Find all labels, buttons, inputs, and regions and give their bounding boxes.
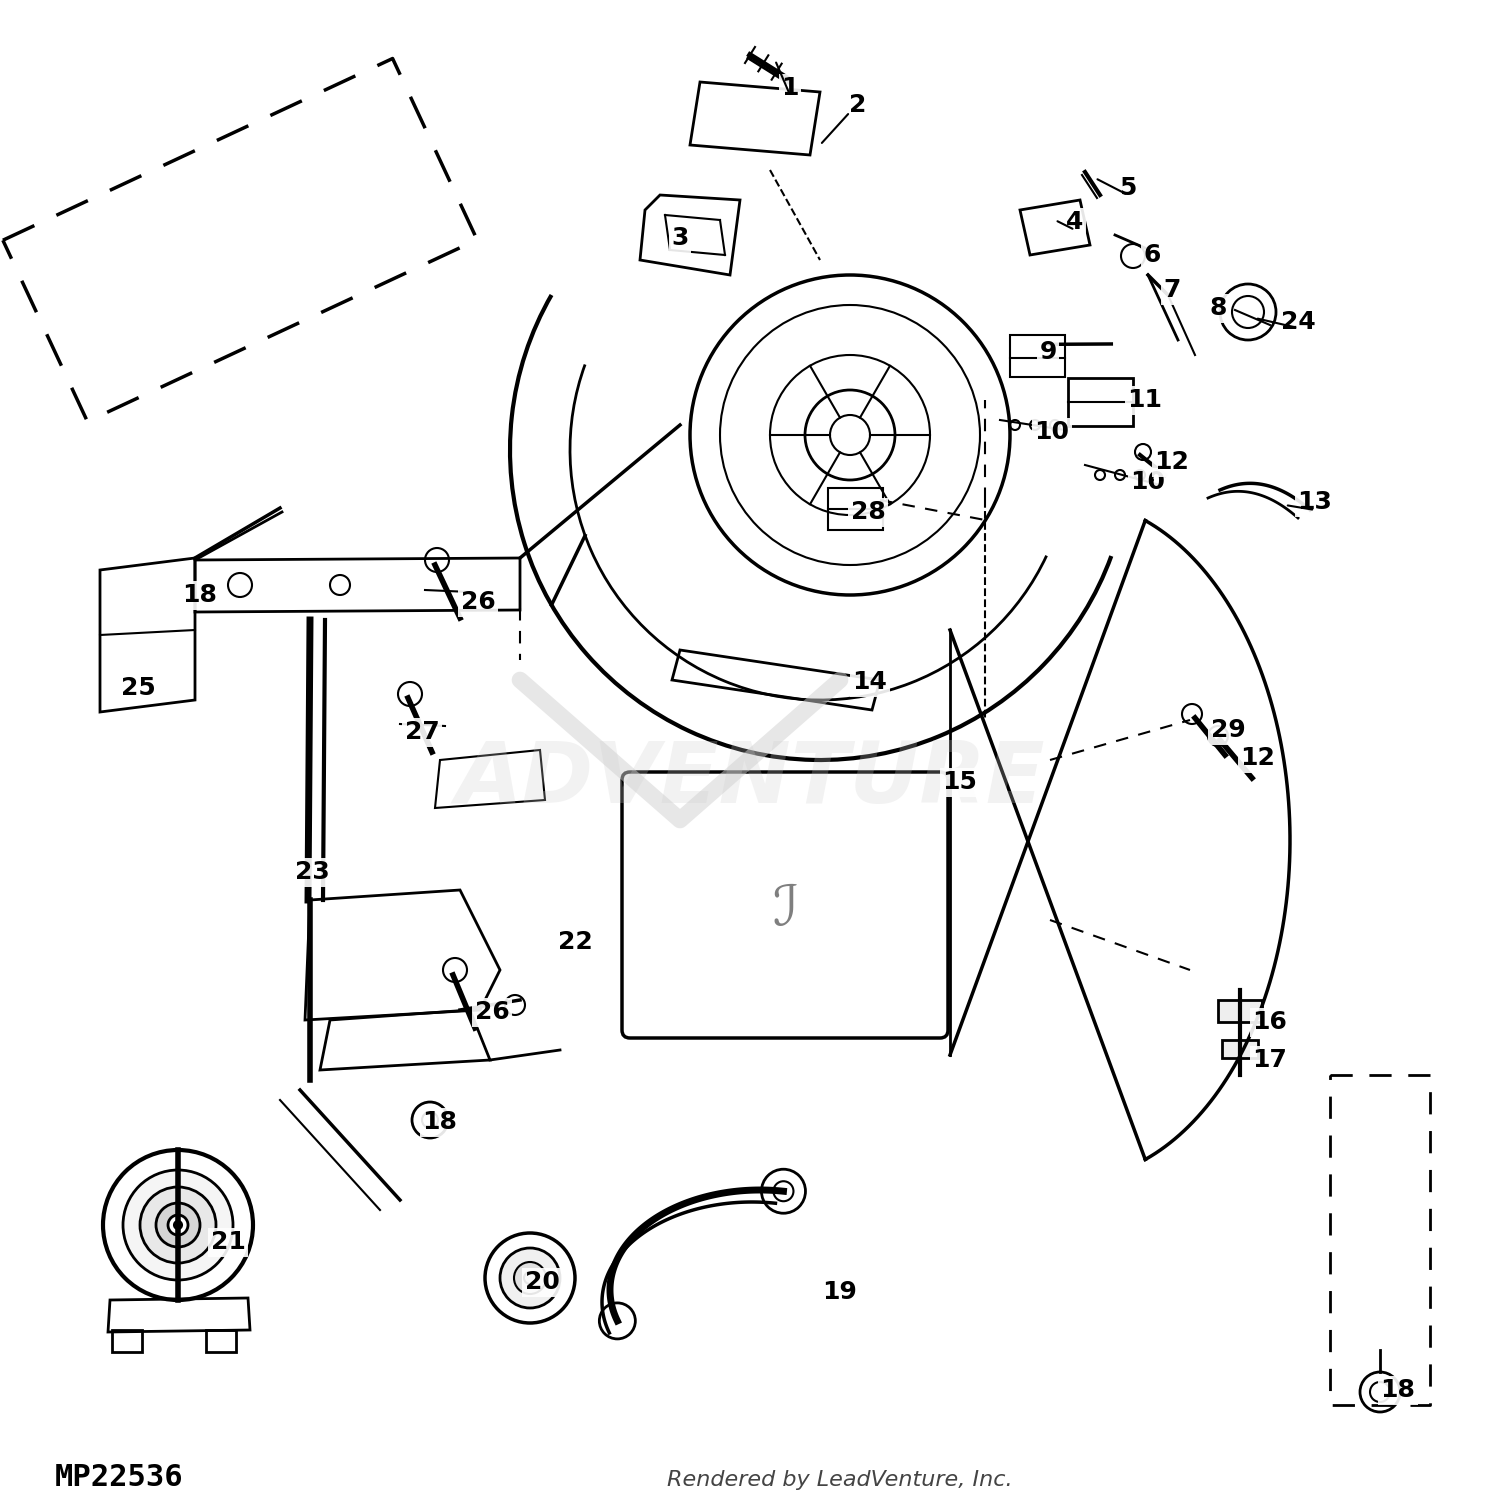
Circle shape [156, 1203, 200, 1246]
Text: 10: 10 [1131, 470, 1166, 494]
Text: 11: 11 [1128, 387, 1162, 411]
Text: 17: 17 [1252, 1047, 1287, 1071]
Text: 9: 9 [1040, 341, 1056, 365]
Text: 8: 8 [1209, 295, 1227, 319]
Bar [1218, 1001, 1261, 1022]
Text: 5: 5 [1119, 176, 1137, 200]
Bar [1222, 1040, 1258, 1058]
Text: MP22536: MP22536 [56, 1463, 183, 1492]
Text: 14: 14 [852, 671, 888, 695]
Text: 20: 20 [525, 1270, 560, 1295]
Circle shape [140, 1188, 216, 1263]
Text: 13: 13 [1298, 490, 1332, 514]
Text: 12: 12 [1155, 451, 1190, 475]
Bar [112, 1331, 142, 1352]
Text: Rendered by LeadVenture, Inc.: Rendered by LeadVenture, Inc. [668, 1469, 1012, 1490]
Text: 25: 25 [120, 677, 156, 699]
Text: 16: 16 [1252, 1010, 1287, 1034]
Text: 28: 28 [850, 500, 885, 524]
Text: 10: 10 [1035, 420, 1070, 445]
Text: 21: 21 [210, 1230, 246, 1254]
Text: 4: 4 [1066, 209, 1083, 234]
Bar [206, 1331, 236, 1352]
Circle shape [168, 1215, 188, 1236]
Text: 24: 24 [1281, 310, 1316, 335]
Text: 18: 18 [423, 1111, 458, 1133]
Text: 15: 15 [942, 770, 978, 794]
Text: 18: 18 [183, 583, 218, 607]
Text: ℐ: ℐ [772, 883, 798, 937]
Bar [1068, 378, 1132, 426]
Text: ADVENTURE: ADVENTURE [454, 738, 1046, 821]
Text: 6: 6 [1143, 243, 1161, 267]
Text: 12: 12 [1240, 746, 1275, 770]
Circle shape [524, 1272, 536, 1284]
FancyBboxPatch shape [622, 772, 948, 1038]
Text: 27: 27 [405, 720, 439, 744]
Text: 23: 23 [294, 860, 330, 885]
Bar [828, 488, 884, 530]
Text: 1: 1 [782, 75, 798, 99]
Circle shape [514, 1261, 546, 1295]
Circle shape [174, 1221, 182, 1230]
Text: 22: 22 [558, 930, 592, 954]
Text: 29: 29 [1210, 717, 1245, 741]
Text: 26: 26 [460, 591, 495, 613]
Text: 26: 26 [474, 1001, 510, 1023]
Text: 2: 2 [849, 93, 867, 118]
Text: 18: 18 [1380, 1377, 1416, 1402]
Text: 7: 7 [1164, 277, 1180, 301]
Text: 3: 3 [672, 226, 688, 250]
Bar [1010, 335, 1065, 377]
Circle shape [500, 1248, 560, 1308]
Text: 19: 19 [822, 1279, 858, 1304]
Circle shape [123, 1169, 232, 1279]
